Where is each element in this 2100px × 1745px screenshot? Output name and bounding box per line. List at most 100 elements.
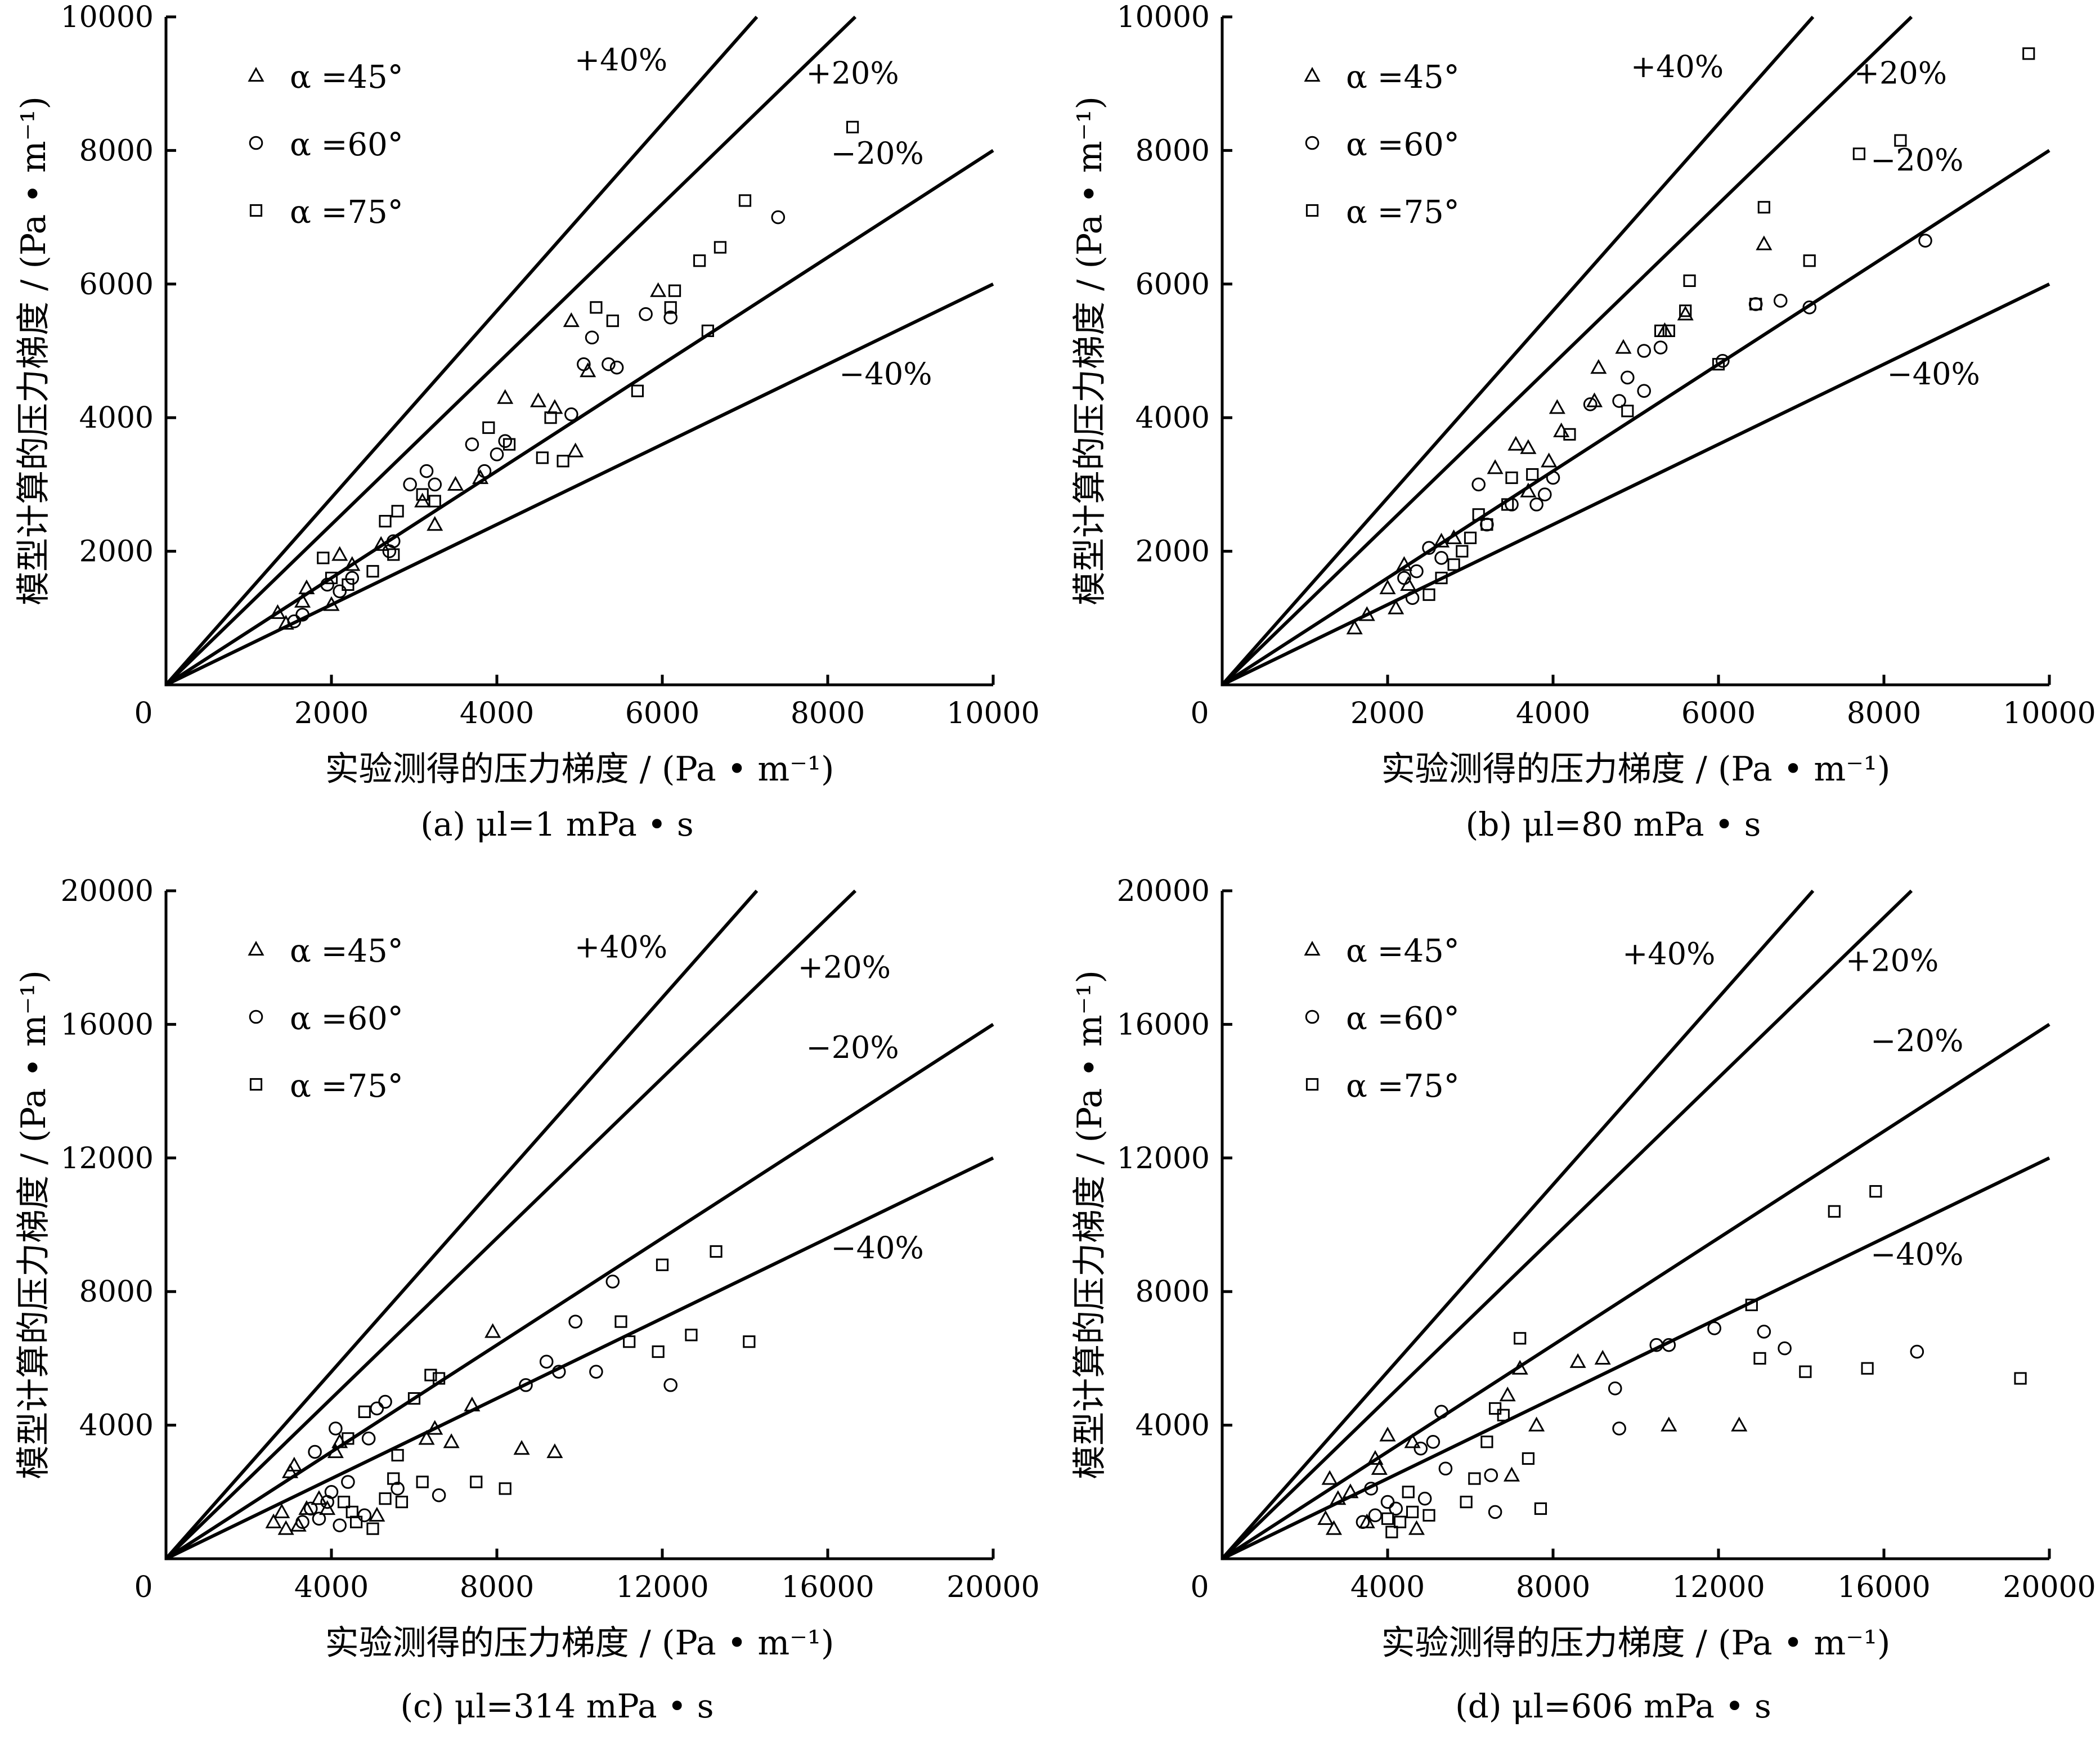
data-point-square [623,1335,636,1348]
x-tick-label: 0 [1190,1571,1209,1604]
legend-label: α =60° [1346,1001,1460,1037]
data-point-circle [370,1401,384,1416]
data-point-triangle [1395,556,1412,571]
x-tick-label: 8000 [1847,697,1921,730]
reference-line-label: +40% [575,930,667,965]
data-point-square [664,301,677,314]
data-point-circle [1356,1515,1370,1529]
data-point-triangle [1446,529,1462,544]
data-point-circle [333,1518,347,1532]
data-point-square [502,438,516,451]
data-point-square [614,1315,627,1328]
data-point-circle [324,1485,339,1499]
reference-line [164,16,759,686]
y-axis-label: 模型计算的压力梯度 / (Pa • m⁻¹) [1070,96,1110,605]
reference-line [1220,889,1913,1560]
data-point-triangle [1371,1460,1388,1475]
data-point-square [391,1448,404,1462]
data-point-square [1501,498,1514,511]
data-point-triangle [1756,235,1773,250]
data-point-triangle [1549,399,1565,414]
x-tick-label: 12000 [616,1571,708,1604]
data-point-square [536,451,549,464]
data-point-square [668,284,681,297]
y-tick-label: 20000 [61,874,154,908]
legend-marker [1304,940,1321,956]
x-axis-label: 实验测得的压力梯度 / (Pa • m⁻¹) [325,750,834,789]
data-point-square [325,571,338,585]
x-tick-label: 8000 [791,697,865,730]
data-point-triangle [443,1433,460,1448]
data-point-triangle [369,1506,385,1522]
data-point-circle [1918,234,1932,248]
data-point-square [1861,1362,1874,1375]
chart-panel-b: 0 2000 4000 6000 8000 10000 2000 4000 6000 8000 10… [1070,1,2096,844]
data-point-triangle [464,1396,481,1412]
data-point-circle [477,464,492,478]
data-point-circle [1434,1405,1448,1419]
data-point-triangle [1379,1426,1396,1442]
data-point-square [337,1496,351,1509]
reference-line-label: +40% [575,42,667,78]
data-point-triangle [273,1503,290,1519]
data-point-square [416,488,429,501]
data-point-square [317,551,330,564]
data-point-circle [1438,1461,1453,1476]
legend-label: α =75° [290,194,403,231]
data-point-square [366,565,379,578]
data-point-square [395,1496,409,1509]
data-point-square [1563,428,1576,441]
data-point-circle [432,1488,446,1502]
data-point-triangle [1520,482,1537,497]
x-tick-label: 10000 [946,697,1039,730]
data-point-triangle [497,389,514,404]
y-tick-label: 12000 [61,1142,154,1176]
data-point-triangle [513,1440,530,1455]
data-point-triangle [1615,339,1632,354]
y-tick-label: 16000 [61,1008,154,1042]
y-tick-label: 4000 [79,1409,154,1443]
data-point-circle [1637,344,1651,358]
data-point-square [1534,1502,1547,1515]
y-tick-label: 2000 [1136,535,1210,569]
reference-line-label: +40% [1622,936,1715,972]
data-point-circle [1773,294,1788,308]
data-point-circle [1434,551,1448,565]
reference-line [1221,149,2050,687]
data-point-triangle [1499,1387,1516,1402]
data-point-square [685,1329,698,1342]
chart-panel-a: 0 2000 4000 6000 8000 10000 2000 4000 6000 8000 10… [14,1,1040,844]
data-point-triangle [1731,1416,1748,1432]
data-point-square [1712,358,1725,371]
data-point-square [1522,1452,1535,1465]
x-tick-label: 4000 [1516,697,1590,730]
data-point-square [1464,531,1477,544]
legend-marker [249,1010,263,1024]
reference-line [165,1156,994,1560]
data-point-circle [663,1378,677,1392]
data-point-circle [1471,477,1486,492]
data-point-triangle [447,475,464,491]
data-point-square [1654,324,1667,337]
data-point-square [1799,1365,1812,1378]
data-point-circle [1653,340,1668,355]
data-point-square [590,301,603,314]
data-point-circle [1538,487,1552,502]
data-point-square [1749,298,1762,311]
data-point-circle [564,407,578,421]
legend-marker [1305,136,1320,150]
data-point-triangle [323,596,340,611]
reference-line [165,1022,994,1560]
reference-line [164,889,857,1560]
x-tick-label: 20000 [946,1571,1039,1604]
data-point-circle [1488,1505,1502,1519]
data-point-circle [295,608,309,622]
y-tick-label: 4000 [1136,1409,1210,1443]
data-point-circle [1368,1508,1383,1523]
data-point-square [714,241,727,254]
data-point-triangle [418,1430,435,1445]
reference-line [164,15,857,687]
reference-line [1220,15,1913,687]
data-point-square [1828,1205,1841,1218]
